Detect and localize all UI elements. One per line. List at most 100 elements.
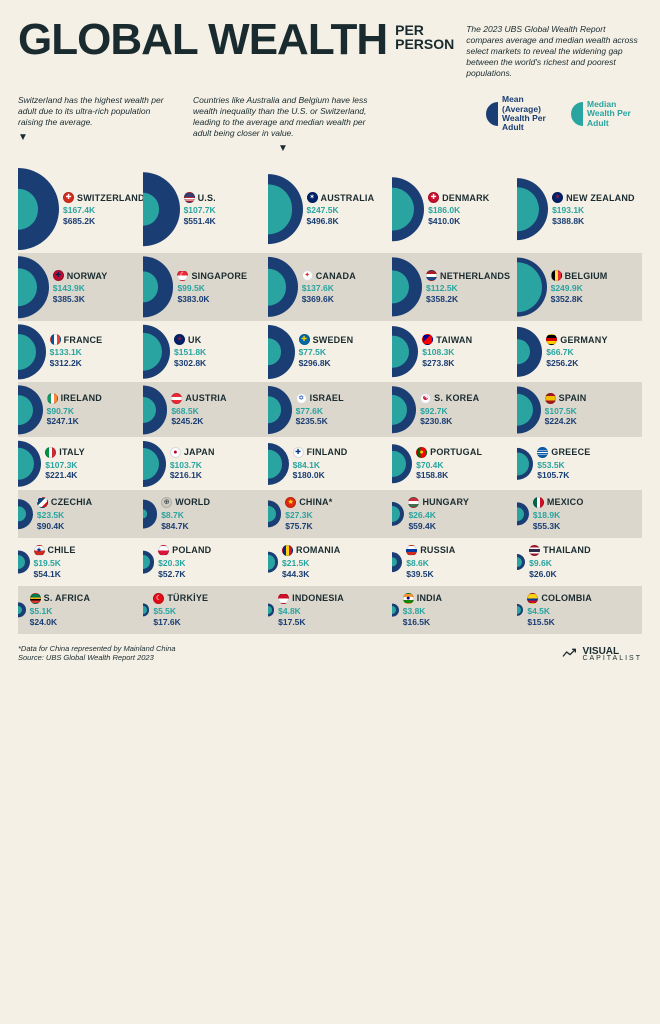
country-info: POLAND$20.3K$52.7K: [158, 545, 211, 579]
country-cell: ✚SWEDEN$77.5K$296.8K: [268, 321, 393, 382]
flag-icon: [426, 270, 437, 281]
country-info: THAILAND $9.6K$26.0K: [529, 545, 591, 579]
country-name: ROMANIA: [296, 545, 340, 555]
median-value: $8.6K: [406, 558, 455, 569]
half-circle-chart: [18, 168, 59, 250]
country-name: CZECHIA: [51, 497, 92, 507]
country-name: HUNGARY: [422, 497, 469, 507]
flag-icon: [546, 334, 557, 345]
header-description: The 2023 UBS Global Wealth Report compar…: [466, 20, 642, 79]
median-value: $21.5K: [282, 558, 340, 569]
country-info: ☾SINGAPORE$99.5K$383.0K: [177, 270, 247, 304]
country-cell: ✦CANADA$137.6K$369.6K: [268, 253, 393, 320]
flag-icon: ●: [403, 593, 414, 604]
half-circle-chart: [143, 385, 168, 434]
median-value: $5.5K: [153, 606, 208, 617]
grid-row: CZECHIA$23.5K$90.4K⊕WORLD$8.7K$84.7K★CHI…: [18, 490, 642, 538]
country-cell: ✶NEW ZEALAND$193.1K$388.8K: [517, 165, 642, 253]
mean-value: $256.2K: [546, 358, 607, 369]
subheader: Switzerland has the highest wealth per a…: [18, 95, 642, 155]
half-circle-chart: [18, 499, 33, 529]
median-value: $77.5K: [299, 347, 354, 358]
country-name: GREECE: [551, 447, 590, 457]
half-circle-chart: [143, 604, 150, 617]
flag-icon: ⊕: [161, 497, 172, 508]
country-cell: ●PORTUGAL$70.4K$158.8K: [392, 437, 517, 490]
country-name: S. KOREA: [434, 393, 479, 403]
flag-icon: ☯: [420, 393, 431, 404]
grid-row: ITALY$107.3K$221.4K●JAPAN$103.7K$216.1K✚…: [18, 437, 642, 490]
flag-icon: ☾: [177, 270, 188, 281]
country-cell: ☯S. KOREA$92.7K$230.8K: [392, 382, 517, 437]
country-info: GERMANY$66.7K$256.2K: [546, 334, 607, 368]
median-value: $23.5K: [37, 510, 92, 521]
country-info: BELGIUM$249.9K$352.8K: [551, 270, 608, 304]
mean-value: $685.2K: [63, 216, 139, 227]
country-cell: ★CHINA*$27.3K$75.7K: [268, 490, 393, 538]
country-cell: ⊕WORLD$8.7K$84.7K: [143, 490, 268, 538]
flag-icon: ✡: [296, 393, 307, 404]
country-info: ★CHINA*$27.3K$75.7K: [285, 497, 332, 531]
flag-icon: [158, 545, 169, 556]
country-cell: FRANCE$133.1K$312.2K: [18, 321, 143, 382]
mean-value: $247.1K: [47, 416, 102, 427]
country-info: ✚DENMARK$186.0K$410.0K: [428, 192, 489, 226]
country-name: THAILAND: [543, 545, 591, 555]
country-name: ITALY: [59, 447, 85, 457]
flag-icon: [171, 393, 182, 404]
country-name: UK: [188, 335, 201, 345]
mean-value: $17.5K: [278, 617, 344, 628]
country-cell: ✚DENMARK$186.0K$410.0K: [392, 165, 517, 253]
country-info: ●INDIA$3.8K$16.5K: [403, 593, 443, 627]
country-cell: ✡ISRAEL$77.6K$235.5K: [268, 382, 393, 437]
mean-value: $59.4K: [408, 521, 469, 532]
flag-icon: [545, 393, 556, 404]
country-info: ●PORTUGAL$70.4K$158.8K: [416, 447, 482, 481]
half-circle-chart: [392, 604, 398, 617]
country-info: S. AFRICA$5.1K$24.0K: [30, 593, 90, 627]
half-circle-chart: [517, 502, 529, 525]
median-value: $133.1K: [50, 347, 103, 358]
note-australia-belgium: Countries like Australia and Belgium hav…: [193, 95, 373, 155]
country-name: NEW ZEALAND: [566, 193, 635, 203]
country-name: WORLD: [175, 497, 210, 507]
country-name: INDIA: [417, 593, 443, 603]
half-circle-chart: [517, 554, 525, 570]
title-sub: PER PERSON: [395, 23, 454, 51]
median-value: $99.5K: [177, 283, 247, 294]
country-info: U.S.$107.7K$551.4K: [184, 192, 216, 226]
country-cell: ☾SINGAPORE$99.5K$383.0K: [143, 253, 268, 320]
mean-value: $105.7K: [537, 470, 590, 481]
half-circle-chart: [392, 444, 412, 483]
mean-value: $16.5K: [403, 617, 443, 628]
half-circle-chart: [268, 257, 298, 317]
country-info: NETHERLANDS$112.5K$358.2K: [426, 270, 510, 304]
mean-value: $26.0K: [529, 569, 591, 580]
country-cell: NETHERLANDS$112.5K$358.2K: [392, 253, 517, 320]
country-name: POLAND: [172, 545, 211, 555]
mean-value: $352.8K: [551, 294, 608, 305]
median-value: $92.7K: [420, 406, 479, 417]
median-value: $9.6K: [529, 558, 591, 569]
flag-icon: [50, 334, 61, 345]
flag-icon: ★: [285, 497, 296, 508]
flag-icon: ✚: [53, 270, 64, 281]
flag-icon: ✳: [174, 334, 185, 345]
country-info: SPAIN$107.5K$224.2K: [545, 393, 587, 427]
country-name: IRELAND: [61, 393, 102, 403]
country-name: RUSSIA: [420, 545, 455, 555]
country-cell: POLAND$20.3K$52.7K: [143, 538, 268, 586]
half-circle-chart: [268, 443, 289, 485]
country-cell: CZECHIA$23.5K$90.4K: [18, 490, 143, 538]
country-name: NETHERLANDS: [440, 271, 510, 281]
country-cell: INDONESIA$4.8K$17.5K: [268, 586, 393, 634]
half-circle-chart: [18, 324, 46, 379]
arrow-down-icon: ▼: [193, 142, 373, 155]
country-cell: U.S.$107.7K$551.4K: [143, 165, 268, 253]
half-circle-chart: [268, 325, 295, 379]
half-circle-chart: [392, 386, 416, 434]
country-info: RUSSIA$8.6K$39.5K: [406, 545, 455, 579]
country-info: ✚FINLAND$84.1K$180.0K: [293, 447, 348, 481]
country-name: CANADA: [316, 271, 356, 281]
flag-icon: ★: [34, 545, 45, 556]
